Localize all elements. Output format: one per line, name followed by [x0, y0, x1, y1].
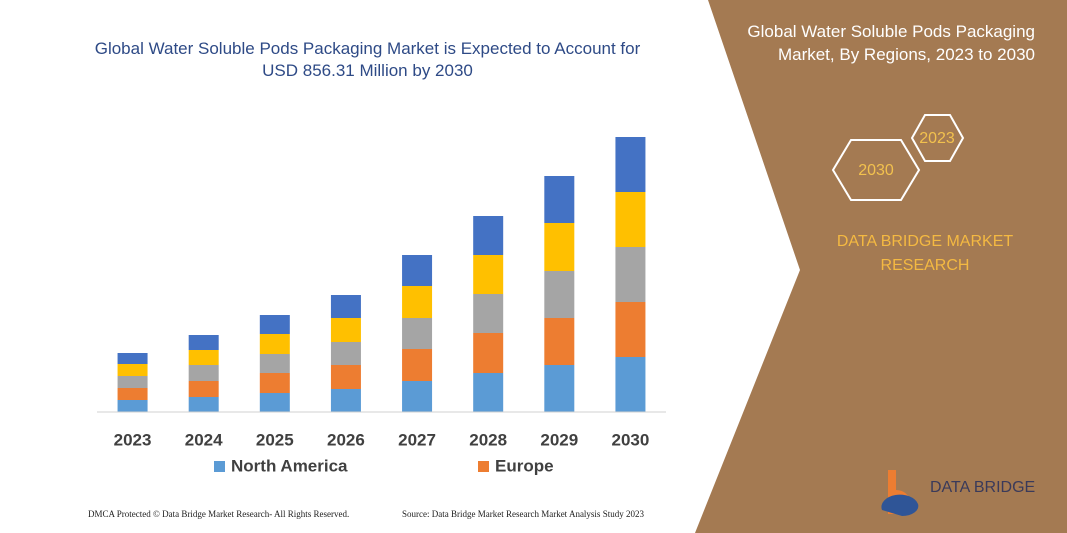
- x-tick-label: 2028: [469, 430, 507, 449]
- hexagon: [831, 139, 921, 201]
- side-title: Global Water Soluble Pods Packaging Mark…: [747, 22, 1035, 64]
- bar-segment: [117, 376, 148, 388]
- side-panel-bg: [695, 0, 1067, 533]
- bar-segment: [544, 365, 575, 412]
- bar-segment: [402, 255, 433, 286]
- x-tick-label: 2025: [256, 430, 294, 449]
- bar-segment: [330, 365, 361, 389]
- copyright: DMCA Protected © Data Bridge Market Rese…: [88, 509, 350, 519]
- bar-segment: [330, 342, 361, 365]
- brand: DATA BRIDGE: [930, 479, 1035, 496]
- bar-segment: [473, 373, 504, 412]
- legend-label: Europe: [495, 456, 554, 475]
- bar-segment: [473, 216, 504, 255]
- bar-segment: [259, 393, 290, 412]
- bar-segment: [117, 353, 148, 364]
- bar-segment: [188, 350, 219, 365]
- bar-segment: [259, 334, 290, 354]
- x-tick-label: 2026: [327, 430, 365, 449]
- bar-segment: [188, 397, 219, 412]
- hexagon-label: 2030: [858, 162, 894, 179]
- bar-segment: [402, 318, 433, 349]
- bar-segment: [259, 373, 290, 393]
- bar-segment: [330, 389, 361, 412]
- hexagon: [910, 114, 965, 162]
- legend-label: North America: [231, 456, 348, 475]
- bar-segment: [402, 286, 433, 318]
- bar-segment: [330, 295, 361, 318]
- logo-icon: [881, 494, 919, 517]
- bar-segment: [615, 357, 646, 412]
- x-tick-label: 2023: [114, 430, 152, 449]
- hexagon-label: 2023: [919, 130, 955, 147]
- bar-segment: [117, 364, 148, 376]
- bar-segment: [615, 247, 646, 302]
- bar-segment: [544, 318, 575, 365]
- bar-segment: [473, 255, 504, 294]
- source: Source: Data Bridge Market Research Mark…: [402, 509, 644, 519]
- bar-segment: [402, 381, 433, 412]
- bar-segment: [259, 315, 290, 334]
- bar-segment: [615, 302, 646, 357]
- bar-segment: [402, 349, 433, 381]
- x-tick-label: 2024: [185, 430, 223, 449]
- bar-segment: [188, 365, 219, 381]
- legend-swatch: [214, 461, 225, 472]
- bar-segment: [188, 381, 219, 397]
- x-tick-label: 2030: [612, 430, 650, 449]
- bar-segment: [117, 400, 148, 412]
- bar-segment: [473, 294, 504, 333]
- bar-segment: [544, 223, 575, 271]
- bar-segment: [544, 176, 575, 223]
- bar-segment: [259, 354, 290, 373]
- bar-segment: [330, 318, 361, 342]
- x-tick-label: 2029: [540, 430, 578, 449]
- chart-title: Global Water Soluble Pods Packaging Mark…: [94, 39, 641, 80]
- bar-segment: [615, 137, 646, 192]
- x-tick-label: 2027: [398, 430, 436, 449]
- bar-segment: [188, 335, 219, 350]
- bar-segment: [117, 388, 148, 400]
- tagline: DATA BRIDGE MARKET RESEARCH: [836, 233, 1014, 274]
- bar-segment: [615, 192, 646, 247]
- bar-segment: [473, 333, 504, 373]
- legend-swatch: [478, 461, 489, 472]
- bar-segment: [544, 271, 575, 318]
